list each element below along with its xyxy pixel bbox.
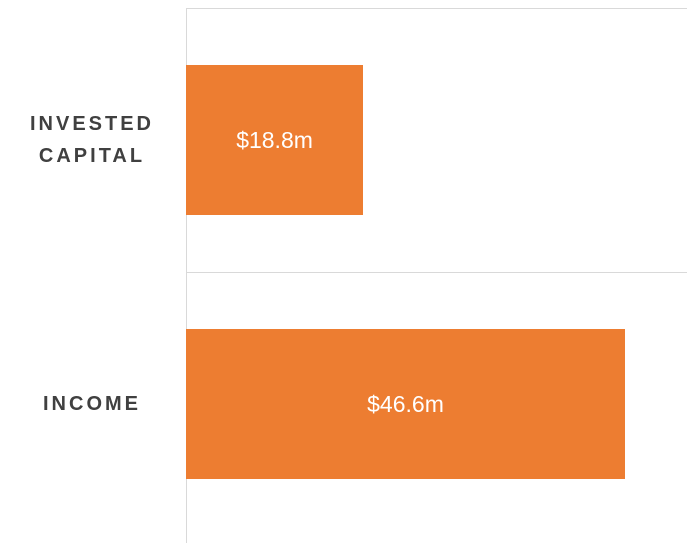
separator <box>186 272 687 273</box>
top-border <box>186 8 687 9</box>
bar: $18.8m <box>186 65 364 215</box>
category-label: INCOME <box>43 393 141 415</box>
axis-line <box>186 8 187 543</box>
category-label: INVESTED CAPITAL <box>29 113 155 167</box>
value-label: $46.6m <box>367 390 444 417</box>
value-label: $18.8m <box>236 126 313 153</box>
bar: $46.6m <box>186 329 625 479</box>
